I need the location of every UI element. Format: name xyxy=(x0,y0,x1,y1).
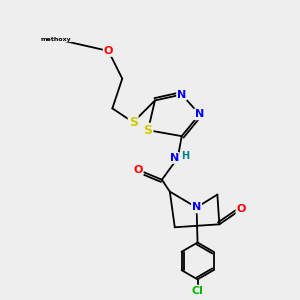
Text: N: N xyxy=(192,202,201,212)
Text: O: O xyxy=(236,204,246,214)
Text: S: S xyxy=(143,124,152,137)
Text: O: O xyxy=(134,165,143,175)
Text: methoxy: methoxy xyxy=(40,37,71,41)
Text: N: N xyxy=(169,153,179,163)
Text: S: S xyxy=(129,116,138,129)
Text: O: O xyxy=(104,46,113,56)
Text: N: N xyxy=(177,89,186,100)
Text: Cl: Cl xyxy=(192,286,203,296)
Text: N: N xyxy=(195,109,204,119)
Text: H: H xyxy=(181,152,189,161)
